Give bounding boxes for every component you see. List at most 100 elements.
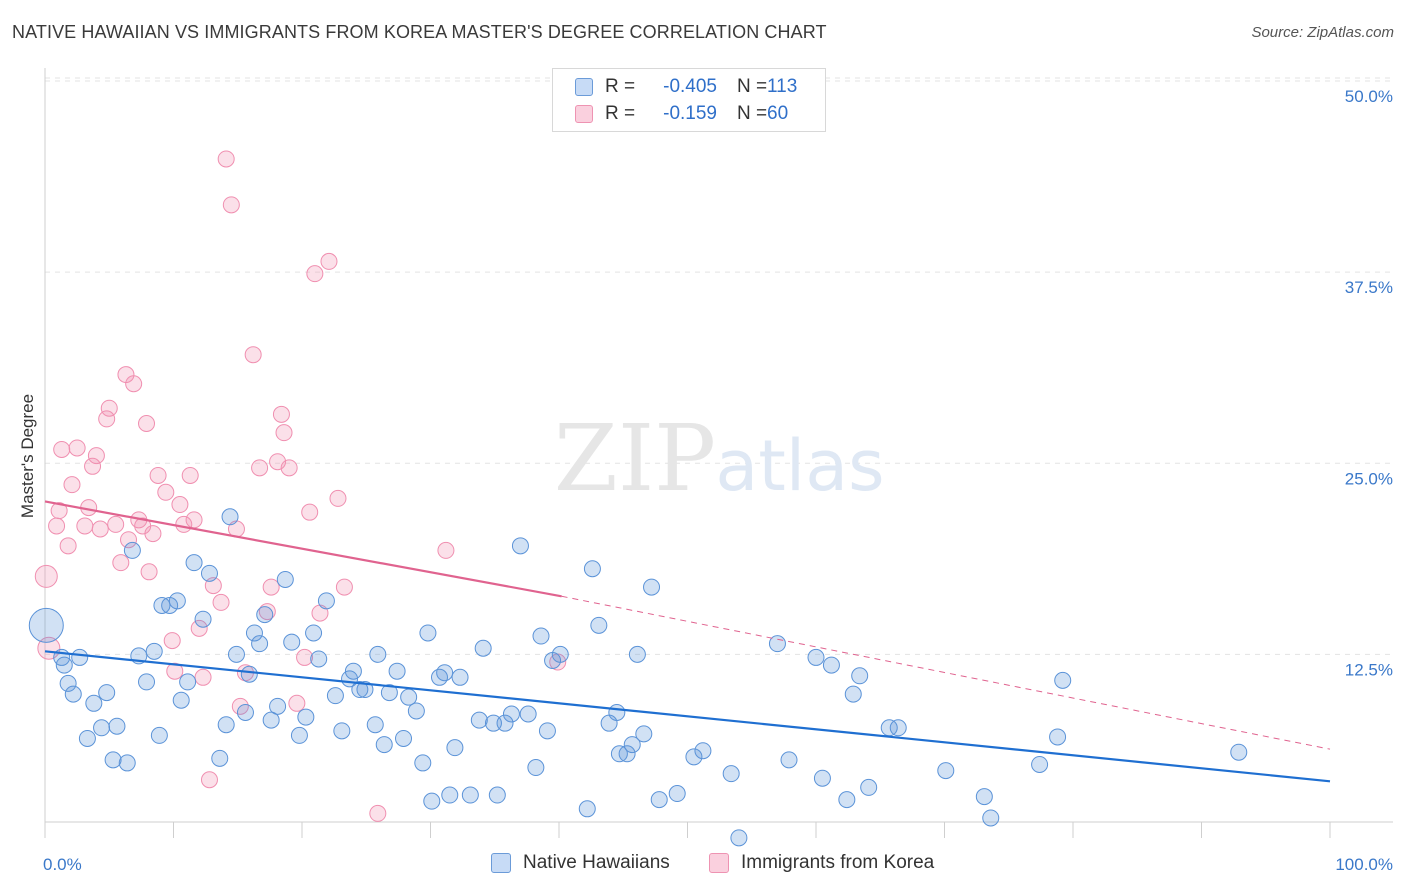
hawaiian-point (694, 742, 712, 760)
hawaiian-points (28, 508, 1248, 847)
hawaiian-point (150, 726, 168, 744)
korea-point (301, 503, 319, 521)
legend-n-label: N = (737, 103, 768, 124)
hawaiian-point (937, 762, 955, 780)
hawaiian-point (838, 791, 856, 809)
y-axis-label: Master's Degree (18, 393, 37, 519)
hawaiian-point (618, 745, 636, 763)
hawaiian-point (502, 705, 520, 723)
korea-point (212, 593, 230, 611)
hawaiian-point (538, 722, 556, 740)
hawaiian-point (93, 719, 111, 737)
bottom-swatch-blue (491, 853, 511, 873)
korea-point (306, 265, 324, 283)
bottom-legend-label-korea: Immigrants from Korea (741, 852, 935, 873)
korea-point (200, 771, 218, 789)
hawaiian-point (643, 578, 661, 596)
hawaiian-point (578, 800, 596, 818)
korea-point (53, 440, 71, 458)
korea-point (144, 525, 162, 543)
korea-point (120, 531, 138, 549)
watermark-atlas: atlas (715, 425, 884, 507)
hawaiian-point (251, 635, 269, 653)
y-tick-label: 12.5% (1345, 660, 1393, 679)
hawaiian-point (138, 673, 156, 691)
hawaiian-point (227, 645, 245, 663)
korea-point (87, 447, 105, 465)
hawaiian-point (369, 645, 387, 663)
hawaiian-point (423, 792, 441, 810)
hawaiian-point (98, 684, 116, 702)
hawaiian-point (889, 719, 907, 737)
hawaiian-point (1054, 671, 1072, 689)
y-tick-label: 25.0% (1345, 469, 1393, 488)
bottom-legend-hawaiians: Native Hawaiians (491, 852, 670, 874)
korea-point (251, 459, 269, 477)
korea-trend-line (44, 500, 562, 598)
y-tick-label: 50.0% (1345, 87, 1393, 106)
hawaiian-point (78, 729, 96, 747)
hawaiian-point (1049, 728, 1067, 746)
korea-point (163, 632, 181, 650)
korea-point (190, 619, 208, 637)
korea-point (258, 603, 276, 621)
hawaiian-point (344, 662, 362, 680)
hawaiian-point (245, 624, 263, 642)
korea-point (138, 414, 156, 432)
hawaiian-point (975, 788, 993, 806)
korea-point (84, 457, 102, 475)
hawaiian-point (1230, 743, 1248, 761)
korea-point (48, 517, 66, 535)
korea-trend-extension (561, 595, 1331, 750)
korea-point (217, 150, 235, 168)
korea-point (320, 252, 338, 270)
korea-point (63, 476, 81, 494)
hawaiian-point (310, 650, 328, 668)
bottom-legend-korea: Immigrants from Korea (709, 852, 934, 874)
korea-point (68, 439, 86, 457)
hawaiian-point (496, 714, 514, 732)
hawaiian-point (488, 786, 506, 804)
trend-lines (44, 500, 1331, 783)
hawaiian-point (240, 665, 258, 683)
legend-r-label: R = (605, 103, 636, 124)
hawaiian-point (446, 739, 464, 757)
korea-point (125, 375, 143, 393)
hawaiian-point (317, 592, 335, 610)
korea-point (194, 668, 212, 686)
watermark: ZIP atlas (554, 405, 885, 512)
hawaiian-point (628, 645, 646, 663)
korea-point (437, 541, 455, 559)
hawaiian-point (168, 592, 186, 610)
hawaiian-point (351, 681, 369, 699)
hawaiian-point (982, 809, 1000, 827)
korea-point (91, 520, 109, 538)
korea-point (262, 578, 280, 596)
hawaiian-point (650, 791, 668, 809)
hawaiian-point (807, 648, 825, 666)
korea-point (149, 466, 167, 484)
korea-point (185, 511, 203, 529)
legend-n-value: 113 (767, 76, 798, 97)
hawaiian-point (532, 627, 550, 645)
hawaiian-point (59, 674, 77, 692)
korea-point (275, 424, 293, 442)
hawaiian-point (470, 711, 488, 729)
hawaiian-point (635, 725, 653, 743)
chart-title: NATIVE HAWAIIAN VS IMMIGRANTS FROM KOREA… (12, 22, 827, 42)
bottom-legend-label-hawaiians: Native Hawaiians (523, 852, 670, 873)
hawaiian-point (451, 668, 469, 686)
tick-labels: 12.5% 25.0% 37.5% 50.0% 0.0% 100.0% (43, 87, 1393, 874)
korea-point (112, 554, 130, 572)
hawaiian-point (256, 606, 274, 624)
hawaiian-point (407, 702, 425, 720)
korea-point (100, 399, 118, 417)
hawaiian-point (283, 633, 301, 651)
korea-point (335, 578, 353, 596)
hawaiian-point (123, 541, 141, 559)
y-tick-label: 37.5% (1345, 278, 1393, 297)
legend-n-label: N = (737, 76, 768, 97)
hawaiian-point (269, 697, 287, 715)
hawaiian-trend-line (44, 650, 1331, 783)
hawaiian-point (108, 717, 126, 735)
